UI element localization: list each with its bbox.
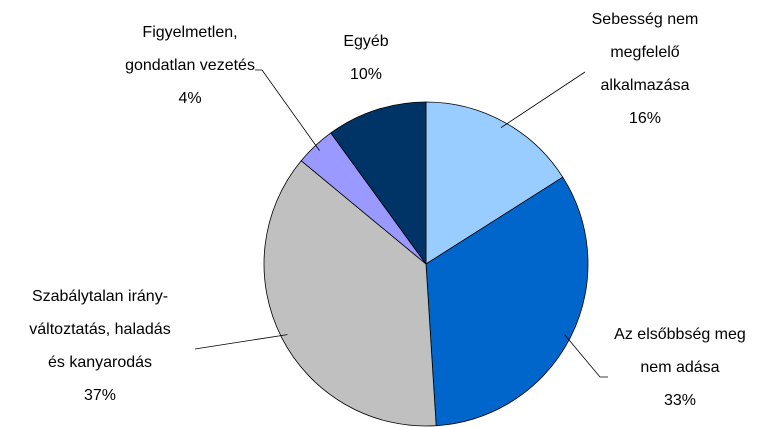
- pie-slice: [330, 101, 427, 266]
- slice-label: Sebesség nem: [592, 11, 699, 28]
- slice-value-label: 16%: [629, 110, 661, 127]
- slice-value-label: 4%: [178, 90, 201, 107]
- slice-label: Szabálytalan irány-: [32, 288, 168, 305]
- leader-line: [255, 69, 320, 151]
- slice-label: Az elsőbbség meg: [614, 326, 746, 343]
- slice-label: nem adása: [640, 359, 719, 376]
- slice-label: Figyelmetlen,: [142, 24, 237, 41]
- pie-slice: [263, 160, 437, 427]
- slice-label: és kanyarodás: [48, 354, 152, 371]
- slice-label: gondatlan vezetés: [125, 57, 255, 74]
- slice-label: változtatás, haladás: [29, 321, 170, 338]
- slice-label: alkalmazása: [601, 77, 690, 94]
- leader-line: [564, 334, 608, 378]
- leader-line: [500, 71, 586, 129]
- slice-label: Egyéb: [343, 33, 388, 50]
- slice-label: megfelelő: [610, 44, 679, 61]
- pie-slice: [425, 176, 589, 427]
- slice-value-label: 37%: [84, 387, 116, 404]
- leader-line: [194, 334, 288, 350]
- pie-slice: [425, 101, 564, 265]
- slice-value-label: 33%: [664, 392, 696, 409]
- slice-value-label: 10%: [350, 66, 382, 83]
